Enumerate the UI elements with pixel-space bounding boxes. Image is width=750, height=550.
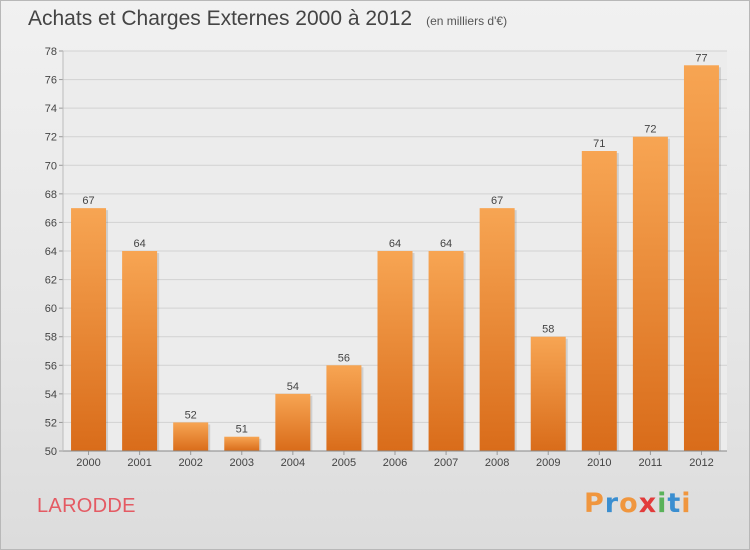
value-label: 64 <box>440 238 452 250</box>
proxiti-logo: Proxiti <box>584 488 692 519</box>
bar-2007 <box>428 251 464 451</box>
y-tick-label: 64 <box>45 246 57 258</box>
logo-letter: o <box>619 488 639 519</box>
value-label: 77 <box>695 52 707 64</box>
logo-letter: P <box>584 488 605 519</box>
x-tick-label: 2005 <box>332 457 356 469</box>
bar-2000 <box>71 208 107 451</box>
y-tick-label: 74 <box>45 103 57 115</box>
y-tick-label: 62 <box>45 275 57 287</box>
bar-2003 <box>224 436 260 451</box>
value-label: 56 <box>338 352 350 364</box>
y-tick-label: 78 <box>45 46 57 58</box>
y-tick-label: 56 <box>45 360 57 372</box>
x-tick-label: 2001 <box>127 457 151 469</box>
logo-letter: t <box>667 488 682 519</box>
bar-2008 <box>479 208 515 451</box>
y-axis-ticks: 50 52 54 56 58 60 62 64 66 68 70 72 74 76 78 <box>45 46 63 458</box>
x-tick-label: 2000 <box>76 457 100 469</box>
bar-2002 <box>173 422 209 451</box>
x-tick-label: 2012 <box>689 457 713 469</box>
bar-2009 <box>530 336 566 451</box>
y-tick-label: 66 <box>45 217 57 229</box>
chart-title: Achats et Charges Externes 2000 à 2012 <box>28 7 413 30</box>
value-label: 64 <box>389 238 401 250</box>
y-tick-label: 70 <box>45 160 57 172</box>
bar-2012 <box>683 65 719 452</box>
value-label: 52 <box>185 409 197 421</box>
y-tick-label: 72 <box>45 132 57 144</box>
y-tick-label: 58 <box>45 332 57 344</box>
x-tick-label: 2010 <box>587 457 611 469</box>
x-tick-label: 2002 <box>178 457 202 469</box>
x-tick-label: 2003 <box>230 457 254 469</box>
x-tick-label: 2006 <box>383 457 407 469</box>
chart-subtitle: (en milliers d'€) <box>426 14 508 28</box>
value-label: 67 <box>491 195 503 207</box>
value-label: 72 <box>644 124 656 136</box>
logo-letter: i <box>681 488 692 519</box>
y-tick-label: 68 <box>45 189 57 201</box>
x-tick-label: 2009 <box>536 457 560 469</box>
value-label: 71 <box>593 138 605 150</box>
x-tick-label: 2008 <box>485 457 509 469</box>
y-tick-label: 60 <box>45 303 57 315</box>
value-labels: 67 64 52 51 54 56 64 64 67 58 71 72 77 <box>82 52 707 435</box>
logo-letter: x <box>638 488 658 519</box>
y-tick-label: 52 <box>45 417 57 429</box>
value-label: 58 <box>542 324 554 336</box>
bars <box>71 65 721 452</box>
y-tick-label: 50 <box>45 446 57 458</box>
bar-2001 <box>122 251 158 451</box>
bar-2004 <box>275 393 311 451</box>
value-label: 51 <box>236 424 248 436</box>
x-tick-label: 2011 <box>639 457 663 469</box>
x-axis-ticks: 2000 2001 2002 2003 2004 2005 2006 2007 2008 2009… <box>76 451 714 469</box>
bar-2006 <box>377 251 413 451</box>
value-label: 64 <box>133 238 145 250</box>
logo-letter: r <box>604 488 620 519</box>
bar-2011 <box>632 136 668 451</box>
value-label: 54 <box>287 381 299 393</box>
title-row: Achats et Charges Externes 2000 à 2012 (… <box>28 7 507 31</box>
value-label: 67 <box>82 195 94 207</box>
y-tick-label: 54 <box>45 389 57 401</box>
y-tick-label: 76 <box>45 75 57 87</box>
commune-name: LARODDE <box>37 495 136 517</box>
x-tick-label: 2007 <box>434 457 458 469</box>
x-tick-label: 2004 <box>281 457 305 469</box>
bar-2010 <box>581 151 617 451</box>
logo-letter: i <box>657 488 668 519</box>
bar-2005 <box>326 365 362 451</box>
